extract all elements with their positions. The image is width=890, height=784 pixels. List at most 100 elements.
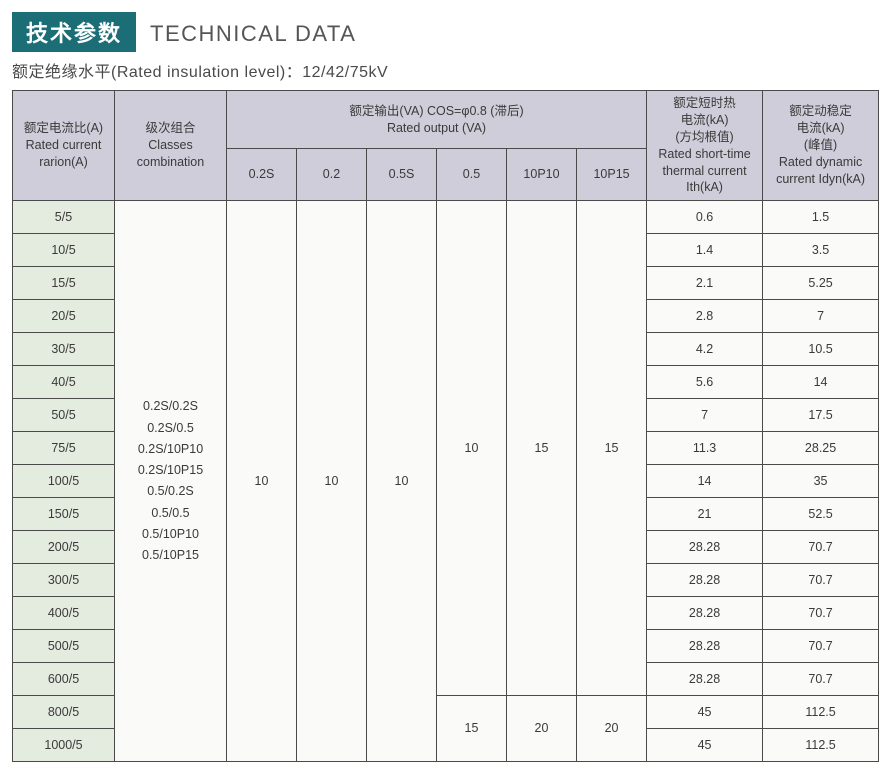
- cell-ith: 1.4: [647, 234, 763, 267]
- th-ith-en3: Ith(kA): [686, 180, 723, 194]
- cell-ith: 5.6: [647, 366, 763, 399]
- cell-ratio: 75/5: [13, 432, 115, 465]
- cell-ith: 11.3: [647, 432, 763, 465]
- cell-ith: 21: [647, 498, 763, 531]
- th-output-cn: 额定输出(VA) COS=φ0.8 (滞后): [349, 104, 523, 118]
- th-ratio-en2: rarion(A): [39, 155, 88, 169]
- cell-idyn: 7: [763, 300, 879, 333]
- cell-out-05: 10: [437, 201, 507, 696]
- th-idyn: 额定动稳定 电流(kA) (峰值) Rated dynamic current …: [763, 91, 879, 201]
- title-en: TECHNICAL DATA: [150, 21, 356, 47]
- cell-idyn: 10.5: [763, 333, 879, 366]
- cell-ith: 2.8: [647, 300, 763, 333]
- cell-idyn: 70.7: [763, 597, 879, 630]
- cell-ratio: 15/5: [13, 267, 115, 300]
- th-idyn-en1: Rated dynamic: [779, 155, 862, 169]
- table-body: 5/5 0.2S/0.2S 0.2S/0.5 0.2S/10P10 0.2S/1…: [13, 201, 879, 762]
- class-item: 0.5/0.2S: [147, 484, 194, 498]
- cell-ratio: 300/5: [13, 564, 115, 597]
- class-item: 0.2S/0.2S: [143, 399, 198, 413]
- cell-idyn: 1.5: [763, 201, 879, 234]
- cell-idyn: 3.5: [763, 234, 879, 267]
- th-classes-cn: 级次组合: [145, 121, 195, 135]
- cell-idyn: 70.7: [763, 531, 879, 564]
- cell-out-10p10-b2: 20: [507, 696, 577, 762]
- th-ratio-cn: 额定电流比(A): [24, 121, 103, 135]
- cell-ratio: 5/5: [13, 201, 115, 234]
- cell-idyn: 70.7: [763, 564, 879, 597]
- insulation-level-line: 额定绝缘水平(Rated insulation level)：12/42/75k…: [12, 58, 878, 82]
- th-sub-02s: 0.2S: [227, 149, 297, 201]
- cell-idyn: 70.7: [763, 663, 879, 696]
- cell-ith: 28.28: [647, 564, 763, 597]
- cell-ith: 14: [647, 465, 763, 498]
- th-sub-10p10: 10P10: [507, 149, 577, 201]
- cell-idyn: 17.5: [763, 399, 879, 432]
- th-output-en: Rated output (VA): [387, 121, 486, 135]
- cell-idyn: 14: [763, 366, 879, 399]
- th-ith-cn1: 额定短时热: [673, 96, 736, 110]
- cell-out-05s: 10: [367, 201, 437, 762]
- th-ratio-en1: Rated current: [26, 138, 102, 152]
- th-classes-en2: combination: [137, 155, 204, 169]
- cell-ith: 2.1: [647, 267, 763, 300]
- table-row: 5/5 0.2S/0.2S 0.2S/0.5 0.2S/10P10 0.2S/1…: [13, 201, 879, 234]
- th-sub-10p15: 10P15: [577, 149, 647, 201]
- cell-idyn: 35: [763, 465, 879, 498]
- cell-out-10p10: 15: [507, 201, 577, 696]
- cell-out-10p15-b2: 20: [577, 696, 647, 762]
- cell-ith: 45: [647, 729, 763, 762]
- cell-idyn: 52.5: [763, 498, 879, 531]
- cell-ratio: 200/5: [13, 531, 115, 564]
- th-idyn-cn2: 电流(kA): [797, 121, 845, 135]
- cell-out-10p15: 15: [577, 201, 647, 696]
- title-row: 技术参数 TECHNICAL DATA: [12, 12, 878, 52]
- class-item: 0.2S/10P15: [138, 463, 203, 477]
- th-ith: 额定短时热 电流(kA) (方均根值) Rated short-time the…: [647, 91, 763, 201]
- cell-ratio: 20/5: [13, 300, 115, 333]
- cell-ith: 28.28: [647, 630, 763, 663]
- cell-out-02s: 10: [227, 201, 297, 762]
- cell-ith: 28.28: [647, 597, 763, 630]
- th-ith-cn2: 电流(kA): [681, 113, 729, 127]
- cell-ith: 45: [647, 696, 763, 729]
- cell-classes: 0.2S/0.2S 0.2S/0.5 0.2S/10P10 0.2S/10P15…: [115, 201, 227, 762]
- th-ith-en2: thermal current: [663, 164, 747, 178]
- cell-out-05-b2: 15: [437, 696, 507, 762]
- th-classes: 级次组合 Classes combination: [115, 91, 227, 201]
- th-sub-02: 0.2: [297, 149, 367, 201]
- th-ith-cn3: (方均根值): [675, 130, 733, 144]
- th-sub-05s: 0.5S: [367, 149, 437, 201]
- th-ith-en1: Rated short-time: [658, 147, 750, 161]
- cell-ratio: 400/5: [13, 597, 115, 630]
- cell-ratio: 500/5: [13, 630, 115, 663]
- th-ratio: 额定电流比(A) Rated current rarion(A): [13, 91, 115, 201]
- cell-ratio: 10/5: [13, 234, 115, 267]
- cell-idyn: 70.7: [763, 630, 879, 663]
- title-cn-badge: 技术参数: [12, 12, 136, 52]
- cell-ith: 7: [647, 399, 763, 432]
- cell-ratio: 150/5: [13, 498, 115, 531]
- th-idyn-cn1: 额定动稳定: [789, 104, 852, 118]
- cell-idyn: 5.25: [763, 267, 879, 300]
- th-output: 额定输出(VA) COS=φ0.8 (滞后) Rated output (VA): [227, 91, 647, 149]
- class-item: 0.5/10P10: [142, 527, 199, 541]
- cell-ith: 28.28: [647, 663, 763, 696]
- class-item: 0.5/10P15: [142, 548, 199, 562]
- cell-ratio: 40/5: [13, 366, 115, 399]
- th-sub-05: 0.5: [437, 149, 507, 201]
- cell-idyn: 28.25: [763, 432, 879, 465]
- cell-ith: 0.6: [647, 201, 763, 234]
- cell-ith: 4.2: [647, 333, 763, 366]
- cell-ratio: 50/5: [13, 399, 115, 432]
- cell-ratio: 30/5: [13, 333, 115, 366]
- cell-ratio: 1000/5: [13, 729, 115, 762]
- cell-ratio: 600/5: [13, 663, 115, 696]
- class-item: 0.2S/0.5: [147, 421, 194, 435]
- cell-ith: 28.28: [647, 531, 763, 564]
- cell-idyn: 112.5: [763, 696, 879, 729]
- th-classes-en1: Classes: [148, 138, 192, 152]
- technical-data-table: 额定电流比(A) Rated current rarion(A) 级次组合 Cl…: [12, 90, 879, 762]
- th-idyn-en2: current Idyn(kA): [776, 172, 865, 186]
- class-item: 0.5/0.5: [151, 506, 189, 520]
